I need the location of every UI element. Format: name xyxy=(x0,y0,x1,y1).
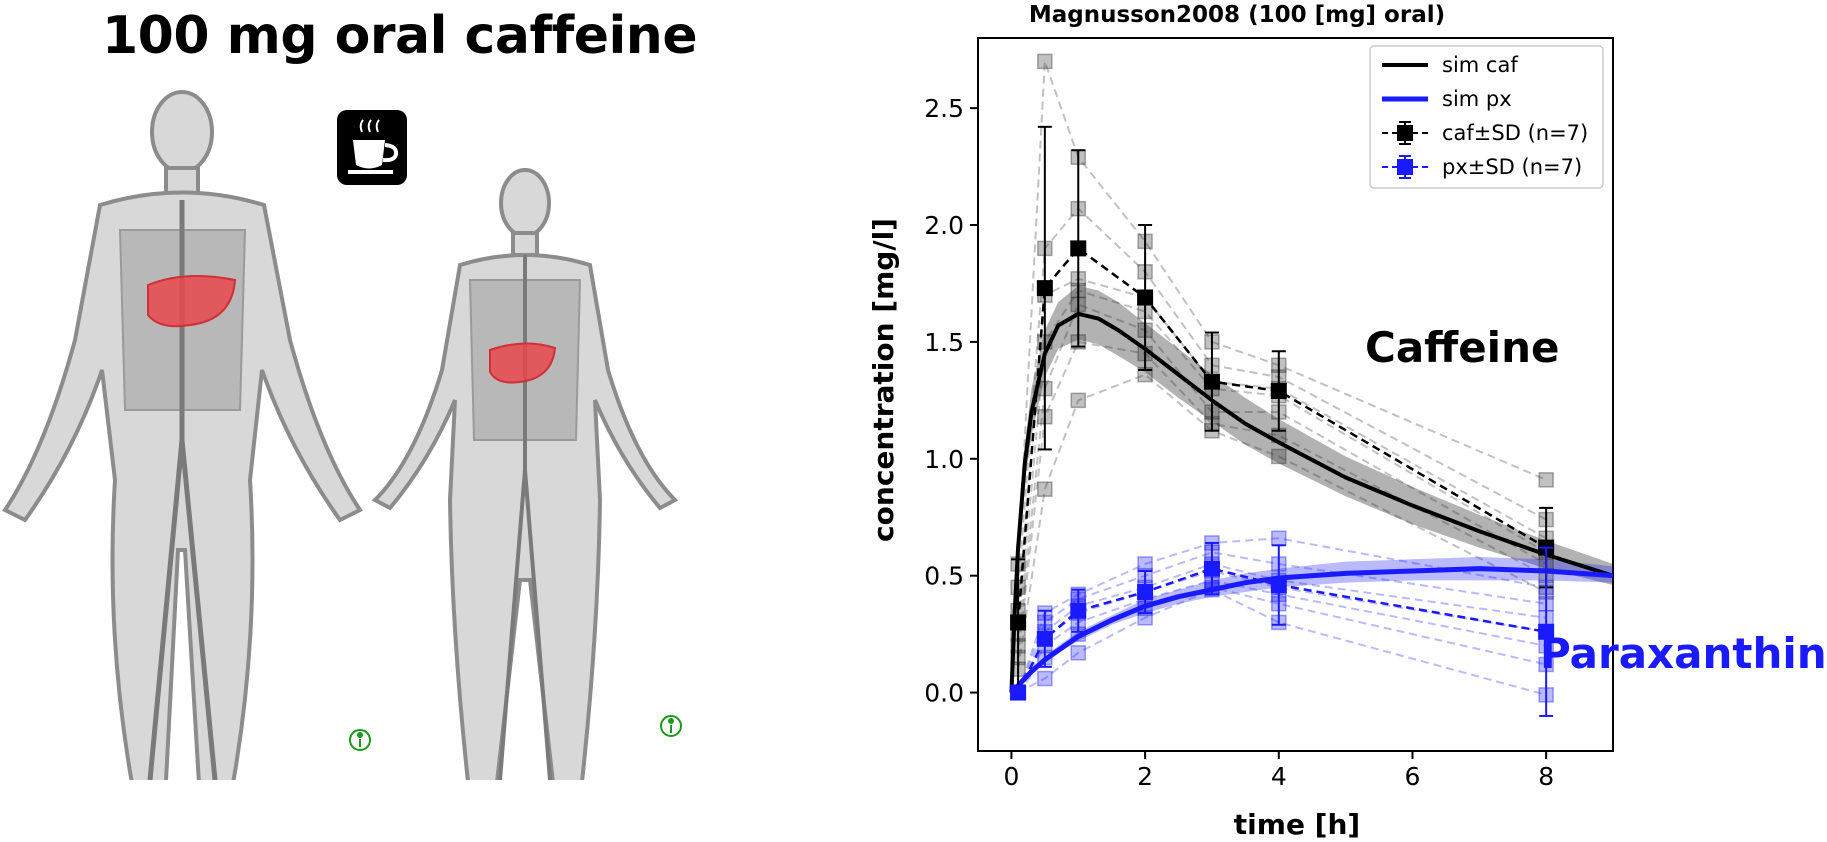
caffeine-label: Caffeine xyxy=(1365,323,1559,372)
plot-frame xyxy=(977,37,1614,752)
info-person-icon xyxy=(349,729,371,751)
legend-entry: caf±SD (n=7) xyxy=(1442,121,1588,145)
legend-entry: sim px xyxy=(1442,87,1512,111)
info-person-icon xyxy=(660,715,682,737)
legend-entry: sim caf xyxy=(1442,53,1518,77)
y-tick-label: 0.0 xyxy=(924,679,964,708)
caf-individual-point xyxy=(1271,448,1287,465)
y-tick-label: 0.5 xyxy=(924,562,964,591)
px-individual-point xyxy=(1037,670,1053,687)
caf-sd-band xyxy=(1011,285,1613,693)
page-title: 100 mg oral caffeine xyxy=(102,6,698,66)
x-tick-label: 4 xyxy=(1271,762,1287,791)
y-tick-label: 1.0 xyxy=(924,445,964,474)
legend-swatch xyxy=(1397,159,1413,175)
plot-content xyxy=(1009,53,1613,717)
legend: sim caf sim px caf±SD (n=7) px±SD (n=7) xyxy=(1369,45,1604,189)
px-mean-point xyxy=(1137,584,1154,601)
caf-mean-point xyxy=(1203,373,1220,390)
sim-px-line xyxy=(1009,566,1613,695)
paraxanthine-label: Paraxanthine xyxy=(1540,629,1827,678)
x-tick-label: 8 xyxy=(1538,762,1554,791)
caf-mean-point xyxy=(1137,289,1154,306)
px-individual-point xyxy=(1070,645,1087,661)
y-tick-label: 2.5 xyxy=(924,94,964,123)
px-mean-point xyxy=(1010,684,1027,701)
caf-mean-point xyxy=(1010,614,1027,631)
chart-title: Magnusson2008 (100 [mg] oral) xyxy=(1029,2,1445,28)
x-tick-label: 0 xyxy=(1003,762,1019,791)
caf-individual-point xyxy=(1037,53,1053,70)
px-mean-point xyxy=(1270,577,1287,594)
px-individual-line xyxy=(1017,588,1547,696)
caf-individual-point xyxy=(1538,472,1554,488)
x-tick-label: 6 xyxy=(1405,762,1421,791)
liver-icon xyxy=(489,342,557,384)
x-tick-label: 2 xyxy=(1137,762,1153,791)
caf-mean-point xyxy=(1070,240,1087,257)
px-mean-point xyxy=(1070,602,1087,619)
caf-individual-point xyxy=(1037,481,1053,497)
anatomy-figure xyxy=(2,90,682,780)
px-mean-point xyxy=(1538,623,1555,640)
coffee-cup-icon xyxy=(337,110,407,185)
axis-ticks: 0 2 4 6 8 0.0 0.5 1.0 1.5 2.0 2.5 xyxy=(924,94,1554,791)
legend-swatch xyxy=(1397,125,1413,141)
y-axis-label: concentration [mg/l] xyxy=(867,218,900,542)
px-mean-point xyxy=(1203,560,1220,577)
sim-caf-line xyxy=(1009,311,1613,693)
legend-entry: px±SD (n=7) xyxy=(1442,155,1582,179)
px-mean-point xyxy=(1036,630,1053,647)
caf-individual-line xyxy=(1017,373,1547,670)
caf-mean-point xyxy=(1270,382,1287,399)
liver-icon xyxy=(147,275,237,328)
legend-box xyxy=(1369,45,1604,189)
y-tick-label: 2.0 xyxy=(924,211,964,240)
y-tick-label: 1.5 xyxy=(924,328,964,357)
caf-mean-point xyxy=(1036,280,1053,297)
px-individual-point xyxy=(1271,530,1287,547)
x-axis-label: time [h] xyxy=(1234,808,1360,841)
caf-individual-point xyxy=(1070,392,1087,409)
